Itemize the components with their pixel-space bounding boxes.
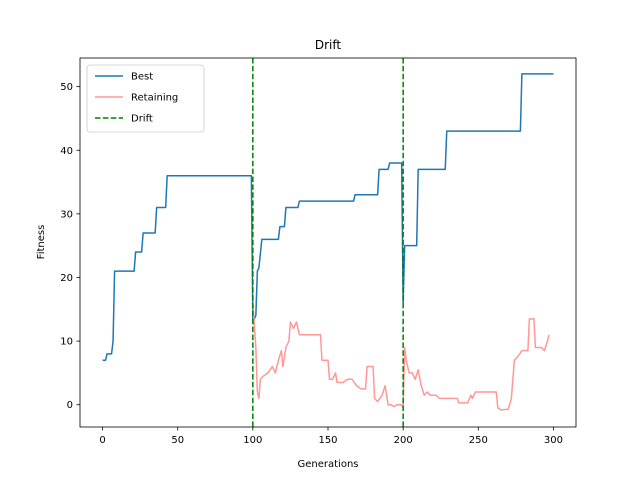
x-tick-label: 200 (394, 435, 413, 446)
y-tick-label: 40 (60, 146, 73, 157)
legend-label-drift: Drift (131, 114, 153, 125)
x-tick-label: 0 (99, 435, 105, 446)
plot-area: 0 50 100 150 200 250 300 0 10 20 30 40 50 (60, 57, 577, 446)
series-line-best (102, 73, 554, 361)
x-tick-label: 100 (243, 435, 262, 446)
legend-label-retaining: Retaining (131, 93, 178, 104)
legend-label-best: Best (131, 72, 153, 83)
legend-box (86, 64, 205, 133)
legend: Best Retaining Drift (86, 64, 205, 133)
y-tick-label: 10 (60, 337, 73, 348)
y-tick-label: 20 (60, 273, 73, 284)
series-line-retaining (252, 302, 550, 411)
y-tick-label: 30 (60, 209, 73, 220)
y-axis-label: Fitness (36, 225, 47, 260)
x-tick-label: 300 (544, 435, 563, 446)
x-axis-label: Generations (298, 459, 359, 470)
y-tick-label: 50 (60, 82, 73, 93)
y-tick-label: 0 (67, 400, 73, 411)
chart-title: Drift (315, 38, 342, 52)
x-tick-label: 150 (318, 435, 337, 446)
x-tick-label: 250 (469, 435, 488, 446)
x-tick-label: 50 (171, 435, 184, 446)
